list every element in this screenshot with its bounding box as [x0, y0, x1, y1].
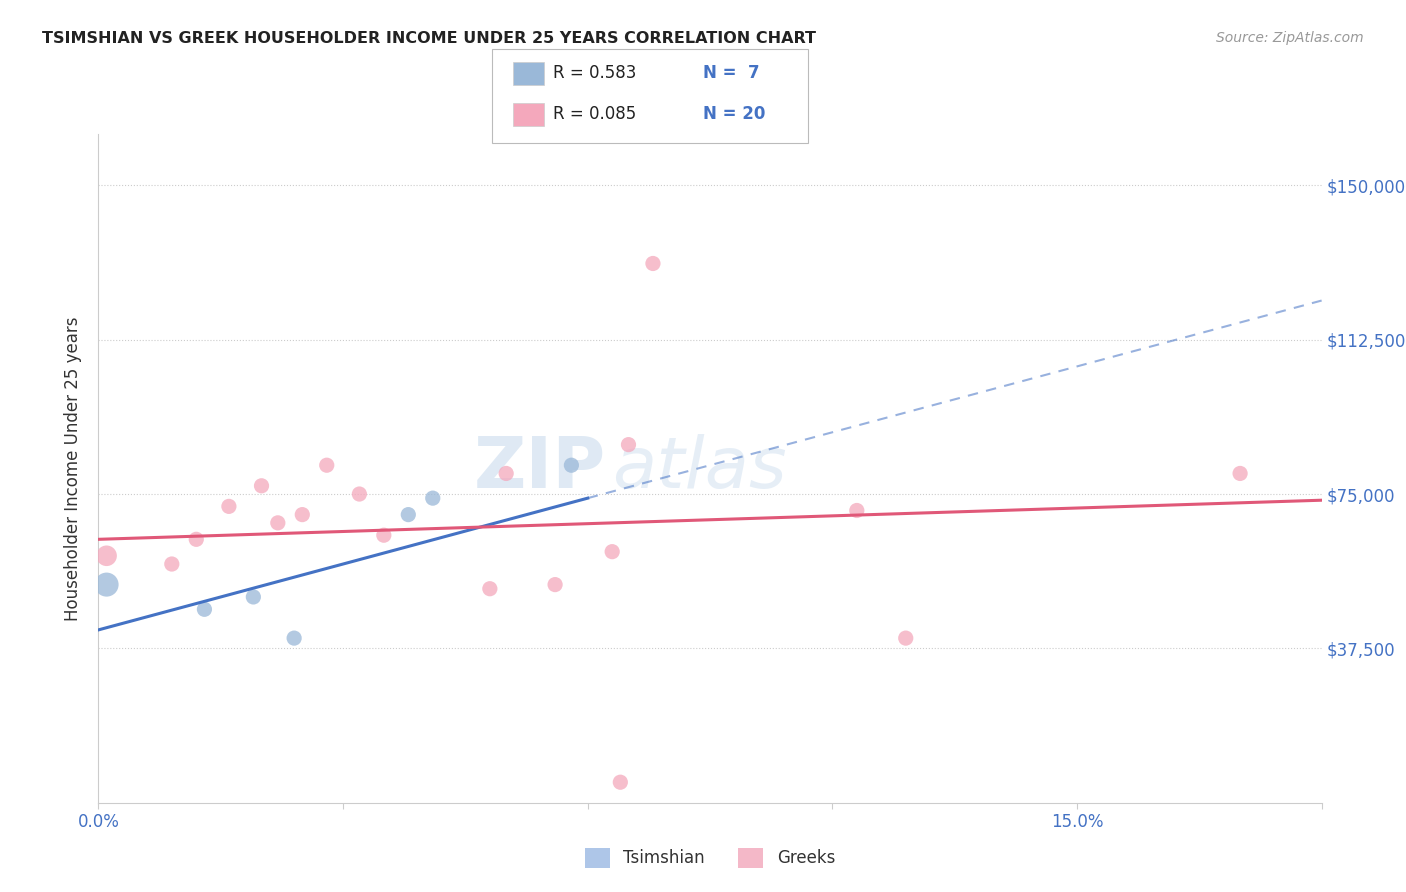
Point — [1229, 467, 1251, 481]
Point — [186, 533, 208, 547]
Text: R = 0.085: R = 0.085 — [553, 105, 636, 123]
Text: atlas: atlas — [612, 434, 787, 503]
Point — [96, 549, 118, 563]
Point — [193, 602, 215, 616]
Text: ZIP: ZIP — [474, 434, 606, 503]
Point — [845, 503, 868, 517]
Point — [544, 577, 567, 591]
Point — [396, 508, 419, 522]
Point — [373, 528, 395, 542]
Point — [560, 458, 582, 473]
Text: N =  7: N = 7 — [703, 64, 759, 82]
Point — [218, 500, 240, 514]
Text: N = 20: N = 20 — [703, 105, 765, 123]
Point — [495, 467, 517, 481]
Y-axis label: Householder Income Under 25 years: Householder Income Under 25 years — [65, 316, 83, 621]
Point — [617, 437, 640, 451]
Point — [315, 458, 337, 473]
Point — [96, 577, 118, 591]
Text: R = 0.583: R = 0.583 — [553, 64, 636, 82]
Point — [894, 631, 917, 645]
Point — [291, 508, 314, 522]
Point — [641, 256, 664, 270]
Text: Source: ZipAtlas.com: Source: ZipAtlas.com — [1216, 31, 1364, 45]
Point — [267, 516, 290, 530]
Point — [160, 557, 183, 571]
Legend: Tsimshian, Greeks: Tsimshian, Greeks — [578, 841, 842, 875]
Point — [242, 590, 264, 604]
Text: TSIMSHIAN VS GREEK HOUSEHOLDER INCOME UNDER 25 YEARS CORRELATION CHART: TSIMSHIAN VS GREEK HOUSEHOLDER INCOME UN… — [42, 31, 815, 46]
Point — [609, 775, 631, 789]
Point — [349, 487, 371, 501]
Point — [600, 544, 623, 558]
Point — [283, 631, 305, 645]
Point — [422, 491, 444, 505]
Point — [478, 582, 501, 596]
Point — [250, 479, 273, 493]
